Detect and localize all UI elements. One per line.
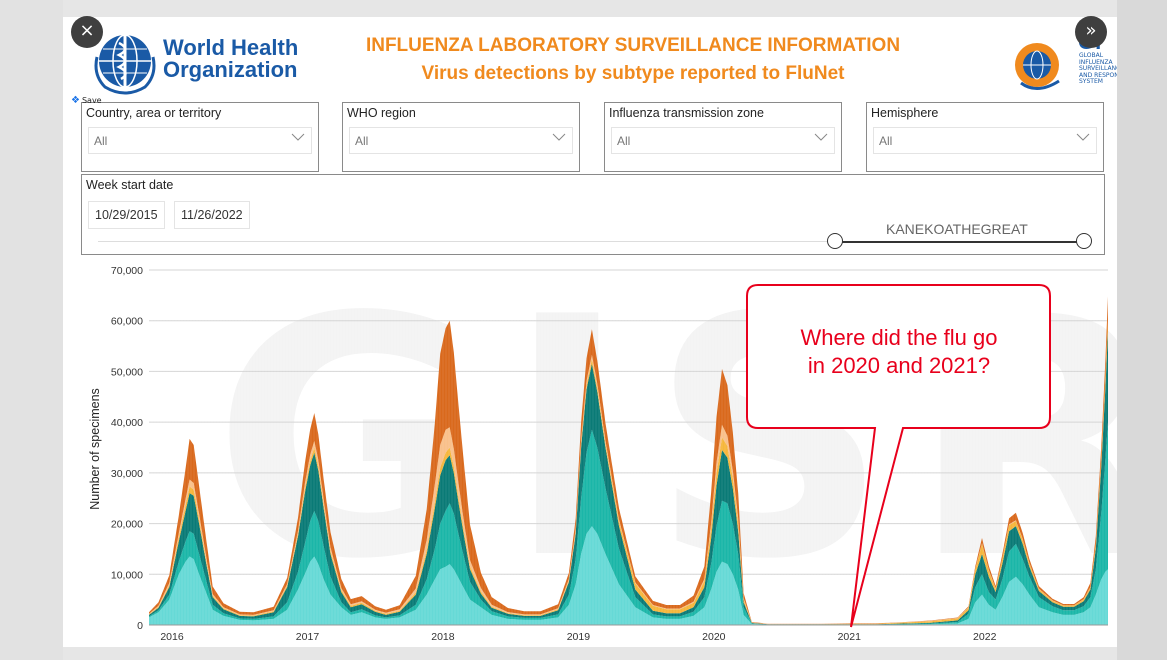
chevron-down-icon <box>552 133 566 141</box>
start-date-input[interactable]: 10/29/2015 <box>88 201 165 229</box>
background-left <box>0 0 63 660</box>
y-tick-label: 70,000 <box>111 265 143 277</box>
filter-who-region: WHO region All <box>342 102 580 172</box>
x-tick-label: 2016 <box>160 631 184 643</box>
x-tick-label: 2017 <box>296 631 320 643</box>
bar-stripes <box>148 270 1107 625</box>
chevron-down-icon <box>291 133 305 141</box>
filter-hemisphere: Hemisphere All <box>866 102 1104 172</box>
x-tick-label: 2021 <box>838 631 862 643</box>
filter-country-value: All <box>94 134 108 148</box>
report-panel: GISRS World Health Organization INFLUENZ… <box>63 17 1117 647</box>
filter-country: Country, area or territory All <box>81 102 319 172</box>
who-wordmark: World Health Organization <box>163 37 298 81</box>
x-tick-label: 2018 <box>431 631 455 643</box>
page-title: INFLUENZA LABORATORY SURVEILLANCE INFORM… <box>365 35 901 56</box>
chevron-down-icon <box>1076 133 1090 141</box>
x-tick-label: 2019 <box>567 631 591 643</box>
filter-hemisphere-dropdown[interactable]: All <box>873 127 1097 154</box>
series-area-1 <box>149 526 1108 625</box>
filter-country-label: Country, area or territory <box>86 106 222 120</box>
date-slider-track[interactable] <box>98 241 838 242</box>
filter-who-region-dropdown[interactable]: All <box>349 127 573 154</box>
series-area-2 <box>149 422 1108 625</box>
y-tick-label: 30,000 <box>111 468 143 480</box>
date-slider-range[interactable] <box>836 241 1084 243</box>
callout-line2: in 2020 and 2021? <box>808 353 990 378</box>
page-subtitle: Virus detections by subtype reported to … <box>421 63 845 84</box>
filter-transmission-zone-dropdown[interactable]: All <box>611 127 835 154</box>
who-wordmark-line2: Organization <box>163 57 298 82</box>
filter-hemisphere-value: All <box>879 134 893 148</box>
week-start-label: Week start date <box>86 178 174 192</box>
filter-transmission-zone-label: Influenza transmission zone <box>609 106 764 120</box>
y-tick-label: 50,000 <box>111 366 143 378</box>
callout-bubble: Where did the flu go in 2020 and 2021? <box>746 284 1051 628</box>
flu-detections-chart: 0 10,000 20,000 30,000 40,000 50,000 60,000 70,… <box>88 265 1108 643</box>
callout-line1: Where did the flu go <box>801 325 998 350</box>
y-tick-label: 40,000 <box>111 417 143 429</box>
week-start-slicer: Week start date 10/29/2015 11/26/2022 KA… <box>81 174 1105 255</box>
filter-hemisphere-label: Hemisphere <box>871 106 939 120</box>
overlay-watermark-text: KANEKOATHEGREAT <box>886 221 1028 237</box>
filter-who-region-label: WHO region <box>347 106 416 120</box>
date-slider-end-handle[interactable] <box>1076 233 1092 249</box>
x-tick-label: 2020 <box>702 631 726 643</box>
filter-country-dropdown[interactable]: All <box>88 127 312 154</box>
expand-button[interactable]: » <box>1075 16 1107 48</box>
save-button-label: Save <box>81 96 102 105</box>
y-axis-label: Number of specimens <box>88 388 102 510</box>
y-tick-label: 60,000 <box>111 316 143 328</box>
series-area-3 <box>149 330 1108 625</box>
close-button[interactable]: × <box>71 16 103 48</box>
filter-transmission-zone-value: All <box>617 134 631 148</box>
x-tick-label: 2022 <box>973 631 997 643</box>
end-date-input[interactable]: 11/26/2022 <box>174 201 250 229</box>
gisrs-logo-icon <box>1015 43 1060 90</box>
y-tick-label: 10,000 <box>111 569 143 581</box>
callout-shape <box>746 284 1051 628</box>
dropbox-icon: ❖ <box>71 95 80 106</box>
gisrs-subtitle: GLOBAL INFLUENZA SURVEILLANCE AND RESPON… <box>1079 52 1117 85</box>
chevron-down-icon <box>814 133 828 141</box>
date-slider-start-handle[interactable] <box>827 233 843 249</box>
y-tick-label: 0 <box>137 620 143 632</box>
filter-who-region-value: All <box>355 134 369 148</box>
save-button[interactable]: ❖ Save <box>71 95 102 106</box>
who-wordmark-line1: World Health <box>163 35 299 60</box>
background-right <box>1117 0 1167 660</box>
close-icon: × <box>79 20 95 41</box>
double-chevron-right-icon: » <box>1085 20 1097 41</box>
filter-transmission-zone: Influenza transmission zone All <box>604 102 842 172</box>
y-tick-label: 20,000 <box>111 519 143 531</box>
who-emblem-icon <box>94 31 156 95</box>
